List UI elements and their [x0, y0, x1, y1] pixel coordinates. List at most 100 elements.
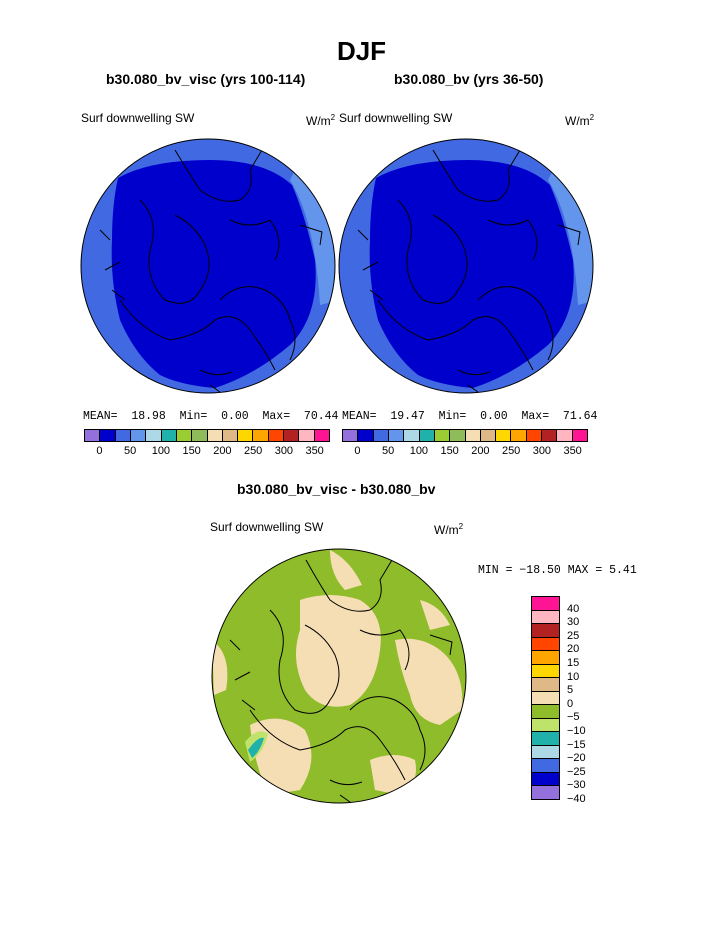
- panel-2-colorbar-swatch: [496, 430, 512, 441]
- diff-colorbar-swatch: [532, 732, 559, 746]
- panel-1-colorbar-swatch: [130, 430, 147, 441]
- panel-2-colorbar-swatch: [572, 430, 587, 441]
- panel-1-colorbar-swatch: [192, 430, 208, 441]
- diff-title: b30.080_bv_visc - b30.080_bv: [237, 481, 436, 497]
- panel-2-band-edge-east: [548, 160, 593, 305]
- diff-colorbar-swatch: [532, 786, 559, 799]
- diff-colorbar-swatch: [532, 678, 559, 692]
- diff-colorbar-tick-label: 10: [567, 670, 580, 683]
- page-title: DJF: [336, 36, 387, 66]
- diff-colorbar-tick-label: 0: [567, 697, 574, 710]
- panel-1-colorbar-swatch: [207, 430, 223, 441]
- panel-1-map-border: [80, 138, 336, 394]
- panel-1-colorbar-swatch: [299, 430, 315, 441]
- panel-1-title: b30.080_bv_visc (yrs 100-114): [106, 71, 306, 87]
- panel-2-colorbar-swatch: [450, 430, 466, 441]
- panel-1-colorbar-tick-label: 250: [243, 445, 263, 457]
- panel-1-colorbar-swatch: [161, 430, 177, 441]
- panel-1-colorbar-swatch: [176, 430, 193, 441]
- panel-2-colorbar-swatch: [557, 430, 573, 441]
- diff-colorbar-tick-label: −5: [567, 711, 580, 724]
- panel-2-colorbar-tick-label: 250: [501, 445, 521, 457]
- panel-1-colorbar-swatch: [253, 430, 269, 441]
- panel-2-colorbar-tick-label: 350: [563, 445, 582, 457]
- diff-colorbar-tick-label: 40: [567, 602, 580, 615]
- panel-1-colorbar-swatch: [100, 430, 116, 441]
- panel-2-colorbar-tick-label: 150: [440, 445, 459, 457]
- diff-units: W/m2: [434, 522, 464, 537]
- panel-1-colorbar-swatch: [222, 430, 239, 441]
- diff-colorbar-swatch: [532, 637, 559, 652]
- panel-2-coastlines: [357, 149, 581, 393]
- diff-colorbar: [531, 596, 560, 800]
- panel-1-colorbar-tick-label: 350: [305, 445, 324, 457]
- diff-colorbar-swatch: [532, 597, 559, 611]
- panel-2-map-border: [338, 138, 594, 394]
- diff-colorbar-swatch: [532, 772, 559, 787]
- diff-colorbar-tick-label: −15: [567, 738, 586, 751]
- panel-2-field-label: Surf downwelling SW: [339, 111, 453, 125]
- panel-2-colorbar-swatch: [465, 430, 481, 441]
- panel-1-colorbar: [84, 429, 330, 442]
- panel-1-stats: MEAN= 18.98 Min= 0.00 Max= 70.44: [83, 410, 339, 423]
- diff-colorbar-tick-label: 25: [567, 629, 580, 642]
- panel-2-colorbar-tick-label: 0: [354, 445, 361, 457]
- panel-2-stats: MEAN= 19.47 Min= 0.00 Max= 71.64: [342, 410, 598, 423]
- diff-minmax: MIN = −18.50 MAX = 5.41: [478, 564, 637, 577]
- diff-colorbar-tick-label: −20: [567, 752, 586, 765]
- panel-1-colorbar-swatch: [268, 430, 285, 441]
- diff-colorbar-swatch: [532, 745, 559, 760]
- panel-2-colorbar-swatch: [343, 430, 359, 441]
- panel-1-units: W/m2: [306, 113, 336, 128]
- panel-1-colorbar-tick-label: 200: [213, 445, 232, 457]
- diff-colorbar-swatch: [532, 759, 559, 773]
- diff-field-label: Surf downwelling SW: [210, 520, 324, 534]
- diff-colorbar-tick-label: −30: [567, 779, 586, 792]
- diff-colorbar-tick-label: −25: [567, 765, 586, 778]
- panel-1-colorbar-swatch: [314, 430, 329, 441]
- panel-2-colorbar-tick-label: 300: [532, 445, 552, 457]
- diff-colorbar-swatch: [532, 691, 559, 706]
- diff-colorbar-swatch: [532, 718, 559, 733]
- panel-1-colorbar-swatch: [115, 430, 131, 441]
- diff-colorbar-tick-label: 15: [567, 657, 580, 669]
- panel-2-colorbar-swatch: [404, 430, 420, 441]
- diff-band-neg15-10: [248, 737, 264, 758]
- panel-2-colorbar-swatch: [526, 430, 543, 441]
- panel-2-colorbar-swatch: [434, 430, 451, 441]
- panel-2-colorbar-swatch: [542, 430, 558, 441]
- diff-colorbar-tick-label: 5: [567, 684, 574, 697]
- panel-2-colorbar-tick-label: 100: [409, 445, 429, 457]
- diff-colorbar-swatch: [532, 624, 559, 638]
- diff-colorbar-tick-label: −10: [567, 725, 586, 737]
- panel-1-band-inner: [111, 160, 316, 388]
- panel-1-colorbar-swatch: [238, 430, 254, 441]
- diff-map: [212, 549, 466, 803]
- panel-1-colorbar-tick-label: 150: [182, 445, 201, 457]
- panel-2-colorbar-swatch: [373, 430, 389, 441]
- panel-1-colorbar-swatch: [284, 430, 300, 441]
- diff-colorbar-tick-label: 30: [567, 616, 580, 629]
- panel-2-colorbar-tick-label: 50: [382, 445, 395, 457]
- panel-2-colorbar-tick-label: 200: [471, 445, 490, 457]
- panel-1-colorbar-tick-label: 300: [274, 445, 294, 457]
- panel-1-colorbar-swatch: [146, 430, 162, 441]
- diff-map-border: [211, 548, 467, 804]
- panel-2-colorbar-swatch: [511, 430, 527, 441]
- panel-1-colorbar-tick-label: 100: [151, 445, 171, 457]
- diff-colorbar-tick-label: −40: [567, 793, 586, 805]
- diff-colorbar-swatch: [532, 664, 559, 679]
- panel-2-map: [339, 139, 593, 393]
- panel-2-colorbar-swatch: [419, 430, 435, 441]
- diff-coastlines: [229, 559, 453, 803]
- diff-colorbar-swatch: [532, 651, 559, 665]
- panel-1-colorbar-tick-label: 0: [96, 445, 103, 457]
- diff-colorbar-swatch: [532, 610, 559, 625]
- panel-2-colorbar: [342, 429, 588, 442]
- panel-1-colorbar-tick-label: 50: [124, 445, 137, 457]
- panel-2-title: b30.080_bv (yrs 36-50): [394, 71, 544, 87]
- panel-2-units: W/m2: [565, 113, 595, 128]
- diff-colorbar-swatch: [532, 705, 559, 719]
- panel-2-band-inner: [369, 160, 574, 388]
